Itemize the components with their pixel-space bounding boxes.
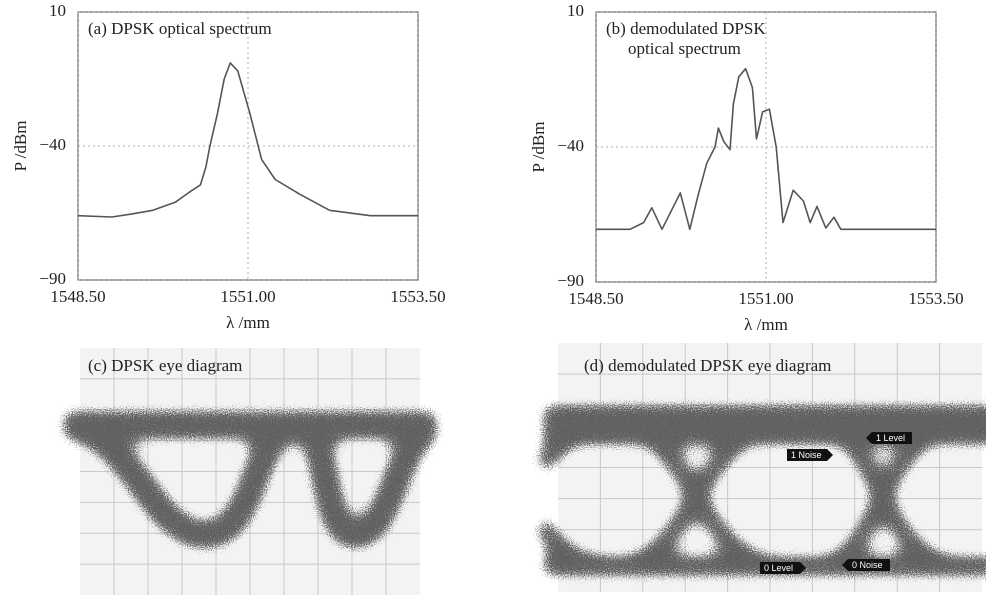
tag-shape [866,432,912,444]
marker-label: 0 Noise [852,560,883,570]
eye-title: (d) demodulated DPSK eye diagram [584,356,831,375]
y-tick-label: −40 [39,135,66,154]
eye-panel-d: 1 Noise 1 Level 0 Level 0 Noise (d) demo… [529,343,986,592]
marker-label: 1 Level [876,433,905,443]
eye-title: (c) DPSK eye diagram [88,356,242,375]
y-axis-label: P /dBm [529,122,548,173]
eye-band [529,416,962,577]
x-tick-label: 1551.00 [220,287,275,306]
x-tick-label: 1553.50 [908,289,963,308]
eye-trace [58,407,445,553]
y-tick-label: −90 [557,271,584,290]
tag-shape [760,562,806,574]
x-axis-label: λ /mm [226,313,270,332]
y-axis-label: P /dBm [11,121,30,172]
marker-label: 1 Noise [791,450,822,460]
tag-shape [842,559,890,571]
y-tick-label: −90 [39,269,66,288]
y-tick-label: 10 [49,1,66,20]
eye-trace [529,402,986,579]
x-axis-label: λ /mm [744,315,788,334]
eye-panel-c: (c) DPSK eye diagram [58,348,445,595]
spectrum-line [596,67,936,231]
chart-title: (a) DPSK optical spectrum [88,19,272,38]
x-tick-label: 1553.50 [390,287,445,306]
eye-band [58,407,445,553]
tag-shape [787,449,833,461]
marker-tag: 1 Noise 1 Level 0 Level 0 Noise [760,432,912,574]
chart-title: (b) demodulated DPSK [606,19,766,38]
spectrum-line [77,62,418,218]
y-tick-label: −40 [557,136,584,155]
marker-label: 0 Level [764,563,793,573]
y-tick-label: 10 [567,1,584,20]
x-tick-label: 1548.50 [50,287,105,306]
chart-title: optical spectrum [628,39,741,58]
x-tick-label: 1548.50 [568,289,623,308]
x-tick-label: 1551.00 [738,289,793,308]
